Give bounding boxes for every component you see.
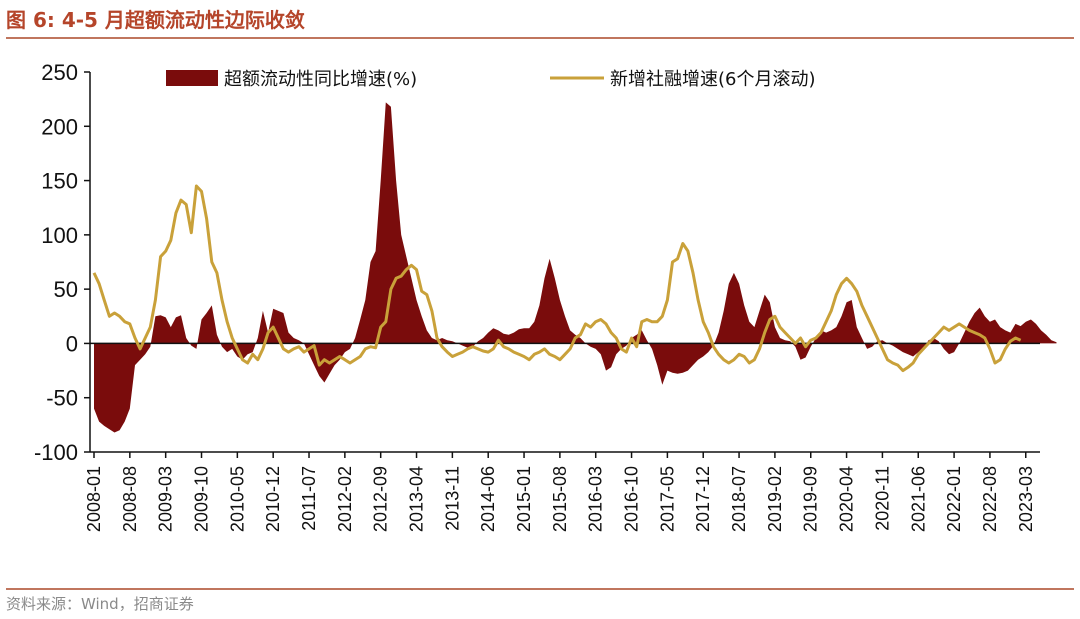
x-tick-label: 2010-05 [227, 466, 247, 532]
y-tick-label: 250 [41, 60, 78, 85]
x-tick-label: 2012-09 [371, 466, 391, 532]
source-note: 资料来源：Wind，招商证券 [6, 595, 194, 613]
y-tick-label: 150 [41, 169, 78, 194]
x-tick-label: 2014-06 [478, 466, 498, 532]
axes: -100 -50 0 50 100 150 200 250 2008-01 2008-08 2009… [34, 60, 1040, 532]
social-financing-line [92, 184, 1022, 373]
x-tick-label: 2018-07 [729, 466, 749, 532]
x-tick-label: 2015-01 [514, 466, 534, 532]
x-tick-label: 2021-06 [908, 466, 928, 532]
x-tick-label: 2020-11 [872, 466, 892, 531]
x-tick-label: 2023-03 [1016, 466, 1036, 532]
legend: 超额流动性同比增速(%) 新增社融增速(6个月滚动) [166, 69, 816, 90]
legend-swatch-area [166, 70, 218, 86]
x-tick-label: 2022-01 [944, 466, 964, 532]
line-series-path [92, 184, 1022, 373]
x-tick-label: 2008-01 [84, 466, 104, 532]
x-tick-label: 2019-09 [801, 466, 821, 532]
excess-liquidity-area [94, 102, 1057, 433]
y-tick-label: -50 [46, 386, 78, 411]
figure-title: 图 6: 4-5 月超额流动性边际收敛 [6, 8, 305, 32]
chart: -100 -50 0 50 100 150 200 250 2008-01 2008-08 2009… [34, 60, 1057, 532]
y-tick-label: -100 [34, 440, 78, 465]
y-tick-label: 200 [41, 114, 78, 139]
x-tick-label: 2015-08 [550, 466, 570, 532]
x-tick-label: 2011-07 [299, 466, 319, 531]
area-series-path [94, 102, 1057, 433]
legend-label-line: 新增社融增速(6个月滚动) [610, 69, 816, 90]
x-tick-label: 2019-02 [765, 466, 785, 532]
x-tick-label: 2016-03 [586, 466, 606, 532]
x-tick-label: 2016-10 [622, 466, 642, 532]
x-tick-label: 2017-12 [693, 466, 713, 532]
footer-divider [6, 588, 1074, 590]
y-tick-label: 0 [66, 331, 78, 356]
x-tick-label: 2009-03 [156, 466, 176, 532]
y-tick-label: 100 [41, 223, 78, 248]
x-tick-label: 2022-08 [980, 466, 1000, 532]
x-tick-label: 2008-08 [120, 466, 140, 532]
legend-label-area: 超额流动性同比增速(%) [224, 69, 417, 90]
x-tick-label: 2012-02 [335, 466, 355, 532]
x-tick-label: 2013-11 [442, 466, 462, 531]
x-tick-label: 2009-10 [192, 466, 212, 532]
x-tick-label: 2017-05 [657, 466, 677, 532]
x-tick-label: 2020-04 [837, 466, 857, 532]
y-tick-label: 50 [54, 277, 78, 302]
title-divider [6, 37, 1074, 39]
x-tick-label: 2010-12 [263, 466, 283, 532]
x-tick-label: 2013-04 [407, 466, 427, 532]
